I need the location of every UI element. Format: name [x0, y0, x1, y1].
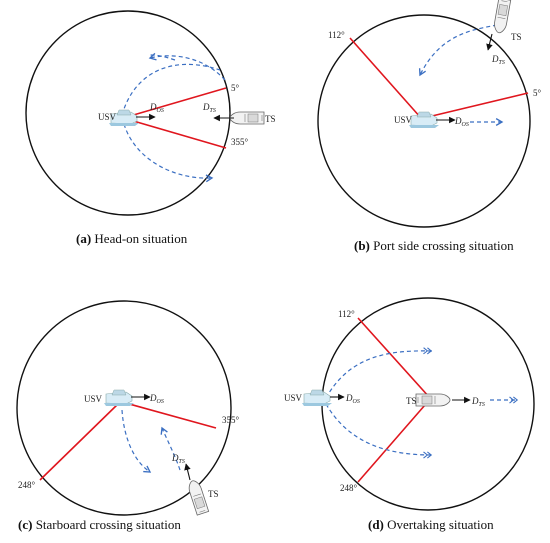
panel-d: USV DOS DTS TS 112° 248° (d) Overtaking … [284, 297, 535, 532]
panel-a-dashed-path-bottom [123, 123, 214, 183]
panel-b-ts-vessel-icon [492, 0, 512, 35]
panel-d-dts-label: DTS [471, 396, 485, 408]
panel-c-caption: (c) Starboard crossing situation [18, 517, 181, 532]
panel-c-ts-label: TS [208, 489, 219, 499]
panel-b-dos-label: DOS [454, 116, 469, 128]
panel-b-angle-5: 5° [533, 88, 542, 98]
panel-d-usv-vessel-icon [301, 389, 333, 407]
panel-d-ts-vessel-icon [415, 393, 451, 407]
panel-d-sector-line-112 [357, 317, 431, 399]
panel-a-caption: (a) Head-on situation [76, 231, 188, 246]
panel-d-dos-label: DOS [345, 393, 360, 405]
panel-c-usv-label: USV [84, 394, 103, 404]
panel-c: USV DOS DTS TS 355° 248° (c) Starboard c… [16, 300, 240, 532]
panel-a-ts-label: TS [265, 114, 276, 124]
panel-b-sector-line-5 [431, 92, 529, 117]
panel-c-usv-vessel-icon [103, 389, 135, 407]
panel-a-sector-line-355 [129, 119, 227, 149]
panel-b-caption: (b) Port side crossing situation [354, 238, 514, 253]
panel-b: USV DOS DTS TS 112° 5° (b) Port side cro… [317, 0, 542, 253]
panel-a-ts-vessel-icon [229, 111, 265, 125]
panel-d-dashed-path-lower [325, 403, 433, 459]
panel-c-dts-label: DTS [171, 453, 185, 465]
panel-c-ts-vessel-icon [186, 478, 210, 516]
panel-d-sector-line-248 [357, 404, 426, 483]
panel-d-angle-112: 112° [338, 309, 355, 319]
panel-c-circle [16, 300, 232, 516]
panel-c-sector-line-248 [39, 402, 120, 481]
panel-d-ts-label: TS [406, 396, 417, 406]
panel-c-dts-arrow [184, 463, 191, 481]
panel-a-dts-label: DTS [202, 102, 216, 114]
panel-a-dos-label: DOS [149, 102, 164, 114]
panel-d-dashed-path-upper [325, 347, 433, 399]
panel-a-sector-line-5 [129, 87, 227, 117]
panel-c-dashed-path-ts [160, 426, 181, 471]
panel-c-sector-line-355 [121, 401, 217, 429]
panel-c-angle-248: 248° [18, 480, 36, 490]
panel-d-caption: (d) Overtaking situation [368, 517, 494, 532]
panel-b-usv-vessel-icon [408, 111, 440, 129]
panel-a-angle-5: 5° [231, 83, 240, 93]
panel-a-usv-label: USV [98, 112, 117, 122]
panel-b-dashed-path-crossing [418, 24, 498, 77]
panel-a-circle [25, 10, 231, 216]
panel-c-dashed-path-usv [121, 409, 152, 473]
panel-b-sector-line-112 [349, 37, 422, 119]
panel-b-angle-112: 112° [328, 30, 345, 40]
panel-a-dashed-path-top [148, 52, 226, 81]
panel-b-ts-label: TS [511, 32, 522, 42]
panel-c-angle-355: 355° [222, 415, 240, 425]
panel-d-usv-label: USV [284, 393, 303, 403]
panel-d-angle-248: 248° [340, 483, 358, 493]
panel-b-circle [317, 14, 531, 228]
panel-a: USV DOS DTS TS 5° 355° (a) Head-on situa… [25, 10, 276, 246]
panel-a-angle-355: 355° [231, 137, 249, 147]
panel-b-usv-label: USV [394, 115, 413, 125]
panel-b-dts-label: DTS [491, 54, 505, 66]
panel-c-dos-label: DOS [149, 393, 164, 405]
panel-b-dts-arrow [486, 33, 493, 51]
